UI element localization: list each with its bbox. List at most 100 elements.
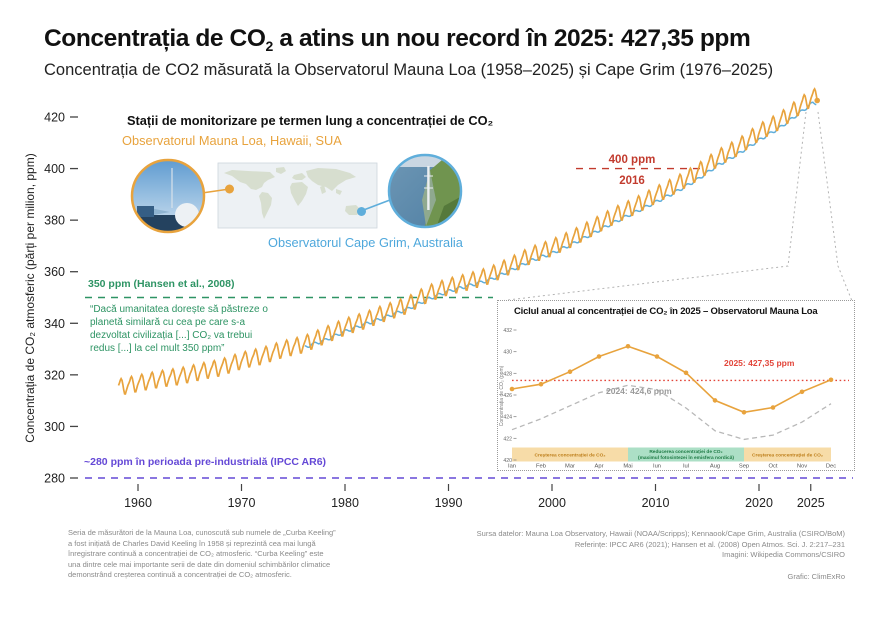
inset-annual-cycle-chart: Creșterea concentrației de CO₂ Reducerea … xyxy=(497,300,855,471)
title-subscript: 2 xyxy=(265,38,274,54)
inset-month-label: Aug xyxy=(710,464,720,470)
inset-2025-average-label: 2025: 427,35 ppm xyxy=(724,358,795,368)
inset-chart-svg: Creșterea concentrației de CO₂ Reducerea … xyxy=(499,328,849,470)
inset-2025-point xyxy=(654,354,660,359)
footer-credit: Grafic: ClimExRo xyxy=(787,572,845,581)
inset-2025-point xyxy=(625,344,631,349)
y-axis-tick-label: 400 xyxy=(44,162,65,176)
season-band-label: Reducerea concentrației de CO₂ xyxy=(649,449,722,455)
x-axis-tick-label: 2000 xyxy=(538,496,566,510)
x-axis-tick-label: 1990 xyxy=(435,496,463,510)
page-title: Concentrația de CO2 a atins un nou recor… xyxy=(44,25,751,54)
map-dot-mauna-loa xyxy=(225,184,234,194)
inset-y-tick-label: 430 xyxy=(503,350,512,356)
season-band-label: Creșterea concentrației de CO₂ xyxy=(752,453,823,459)
annotation-400ppm-year: 2016 xyxy=(619,175,645,187)
inset-2025-point xyxy=(799,389,805,395)
inset-month-label: Nov xyxy=(797,464,807,470)
y-axis-tick-label: 320 xyxy=(44,368,65,382)
inset-2025-point xyxy=(683,370,689,376)
inset-month-label: Iul xyxy=(683,464,689,470)
annotation-350ppm: 350 ppm (Hansen et al., 2008) xyxy=(88,278,235,290)
footer-images: Imagini: Wikipedia Commons/CSIRO xyxy=(722,550,845,559)
y-axis-tick-label: 380 xyxy=(44,214,65,228)
x-axis-tick-label: 1980 xyxy=(331,496,359,510)
y-axis-label: Concentrația de CO₂ atmosferic (părți pe… xyxy=(23,153,37,443)
inset-2025-point xyxy=(509,386,515,392)
world-map xyxy=(201,162,391,229)
inset-month-label: Ian xyxy=(508,464,516,470)
season-band xyxy=(744,447,831,462)
title-text-rest: a atins un nou record în 2025: 427,35 pp… xyxy=(272,25,751,52)
world-map-continents xyxy=(224,167,361,219)
inset-month-label: Sep xyxy=(739,464,749,470)
inset-y-tick-label: 424 xyxy=(503,415,512,421)
x-axis-tick-label: 2020 xyxy=(745,496,773,510)
inset-y-axis-label: Concentrația de CO₂ (ppm) xyxy=(499,365,505,426)
inset-month-label: Iun xyxy=(653,464,661,470)
y-axis-tick-label: 280 xyxy=(44,472,65,486)
x-axis-tick-label: 1960 xyxy=(124,496,152,510)
inset-2024-average-label: 2024: 424,6 ppm xyxy=(606,386,672,396)
footer-sources: Sursa datelor: Mauna Loa Observatory, Ha… xyxy=(425,529,845,561)
page-subtitle: Concentrația de CO2 măsurată la Observat… xyxy=(44,61,774,79)
stations-heading: Stații de monitorizare pe termen lung a … xyxy=(127,113,494,128)
inset-2025-point xyxy=(712,398,718,403)
inset-2025-point xyxy=(596,354,602,359)
annotation-400ppm: 400 ppm xyxy=(608,154,656,166)
inset-y-tick-label: 420 xyxy=(503,458,512,464)
curves-layer xyxy=(85,87,853,479)
inset-callout-line-left xyxy=(499,111,807,302)
inset-title: Ciclul anual al concentrației de CO₂ în … xyxy=(514,306,818,317)
mauna-loa-curve xyxy=(117,87,819,395)
axes-layer: 420 400 380 360 340 320 300 280 1960 1970 1980 1990… xyxy=(44,110,825,510)
inset-2025-point xyxy=(828,377,834,383)
mauna-loa-connector xyxy=(201,188,227,194)
y-axis-tick-label: 360 xyxy=(44,265,65,279)
map-dot-cape-grim xyxy=(357,207,366,216)
footer-description: Seria de măsurători de la Mauna Loa, cun… xyxy=(68,528,336,579)
hansen-quote: “Dacă umanitatea dorește să păstreze o p… xyxy=(90,304,268,354)
y-axis-tick-label: 420 xyxy=(44,110,65,124)
x-axis-tick-label: 1970 xyxy=(228,496,256,510)
annotation-280ppm: ~280 ppm în perioada pre-industrială (IP… xyxy=(84,456,327,468)
inset-month-label: Mar xyxy=(565,464,575,470)
season-band xyxy=(628,447,744,462)
record-endpoint-dot xyxy=(814,97,820,104)
inset-callout-line-right xyxy=(817,111,853,302)
season-band-label: Creșterea concentrației de CO₂ xyxy=(535,453,606,459)
inset-2025-curve xyxy=(511,345,832,414)
x-axis-tick-label: 2010 xyxy=(642,496,670,510)
inset-month-label: Feb xyxy=(536,464,546,470)
mauna-loa-photo-ring xyxy=(130,158,206,234)
inset-2025-point xyxy=(741,410,747,415)
inset-month-label: Mai xyxy=(623,464,632,470)
inset-2025-point xyxy=(770,405,776,410)
cape-grim-connector xyxy=(360,199,391,212)
inset-y-tick-label: 426 xyxy=(503,393,512,399)
cape-grim-station-label: Observatorul Cape Grim, Australia xyxy=(268,235,463,250)
inset-y-tick-label: 428 xyxy=(503,371,512,377)
footer-references: Referințe: IPCC AR6 (2021); Hansen et al… xyxy=(574,539,845,549)
mauna-loa-station-label: Observatorul Mauna Loa, Hawaii, SUA xyxy=(122,133,342,148)
footer-data-source: Sursa datelor: Mauna Loa Observatory, Ha… xyxy=(476,529,845,538)
season-band-sublabel: (maximul fotosintezei în emisfera nordic… xyxy=(638,455,734,461)
mauna-loa-photo xyxy=(132,160,204,232)
inset-2025-point xyxy=(538,381,544,387)
title-text: Concentrația de CO xyxy=(44,25,266,52)
season-band xyxy=(512,447,628,462)
inset-2025-point xyxy=(567,369,573,374)
inset-2024-curve xyxy=(511,384,832,441)
inset-y-tick-label: 422 xyxy=(503,436,512,442)
inset-month-label: Oct xyxy=(768,464,777,470)
cape-grim-photo-ring xyxy=(387,153,463,229)
y-axis-tick-label: 340 xyxy=(44,317,65,331)
y-axis-tick-label: 300 xyxy=(44,420,65,434)
inset-month-label: Dec xyxy=(826,464,836,470)
inset-y-tick-label: 432 xyxy=(503,328,512,334)
cape-grim-photo xyxy=(389,155,461,227)
inset-month-label: Apr xyxy=(594,464,603,470)
x-axis-tick-label: 2025 xyxy=(797,496,825,510)
